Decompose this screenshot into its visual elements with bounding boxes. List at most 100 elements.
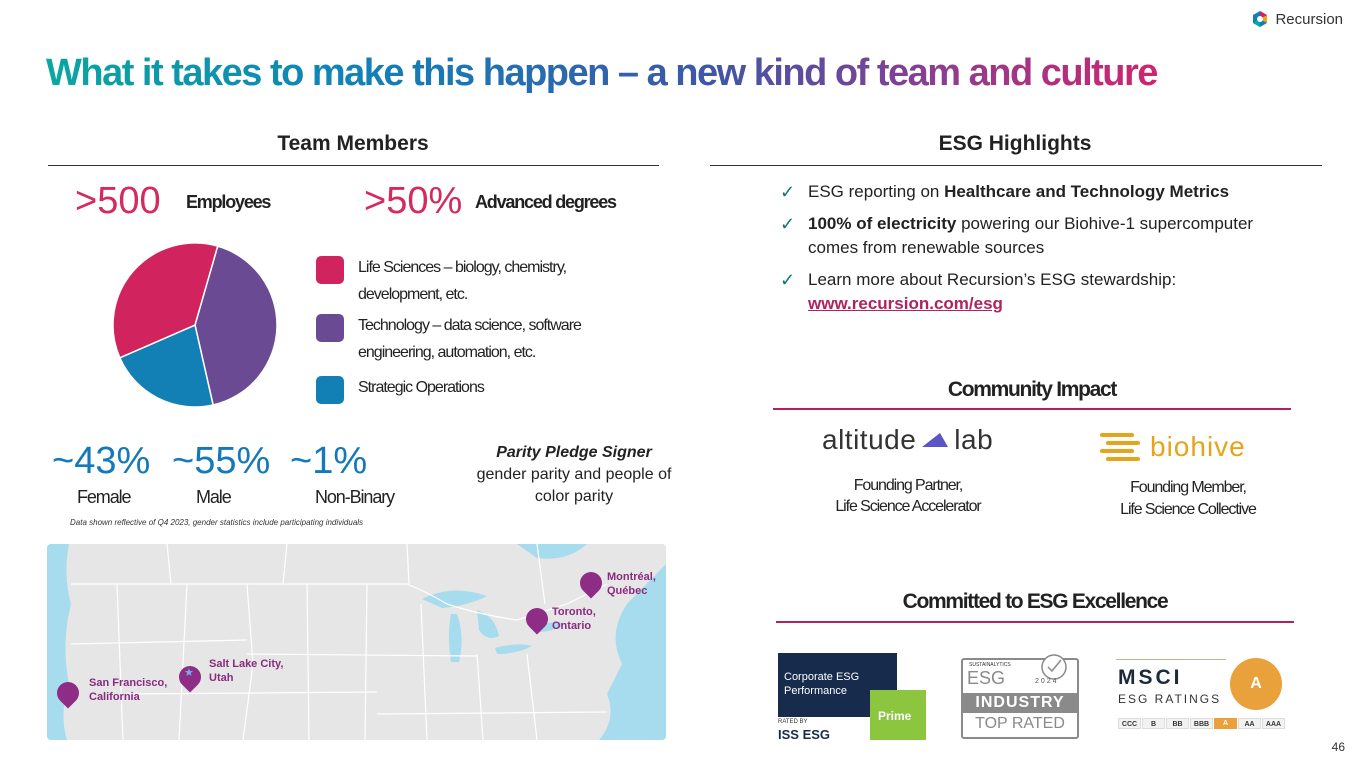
pie-legend: Life Sciences – biology, chemistry, deve… (316, 254, 616, 404)
team-divider (48, 165, 659, 166)
check-icon: ✓ (780, 214, 796, 234)
legend-label: Technology – data science, software engi… (358, 317, 582, 361)
pie-slice-life-sciences (112, 242, 219, 359)
map-graphic (47, 544, 666, 740)
legend-swatch (316, 376, 344, 404)
male-value: ~55% (172, 440, 271, 482)
city-salt-lake: Salt Lake City, Utah (209, 658, 284, 684)
mountain-icon (922, 433, 949, 447)
msci-scale-cell: BB (1166, 718, 1189, 729)
city-toronto: Toronto, Ontario (552, 606, 596, 632)
altitude-word: altitude (822, 424, 917, 455)
sust-year: 2024 (1035, 678, 1059, 685)
msci-scale-cell: CCC (1118, 718, 1141, 729)
bullet-2-bold: 100% of electricity (808, 214, 957, 233)
legend-item-technology: Technology – data science, software engi… (316, 312, 616, 372)
parity-text: gender parity and people of color parity (476, 466, 672, 505)
sust-esg: ESG (967, 668, 1006, 688)
altitude-lab-logo: altitude lab (822, 424, 993, 456)
biohive-word: biohive (1150, 431, 1246, 462)
iss-line-2: Performance (784, 685, 847, 697)
lab-word: lab (954, 424, 994, 455)
msci-rating-circle: A (1230, 658, 1282, 710)
legend-item-strategic-ops: Strategic Operations (316, 374, 616, 404)
biohive-caption-2: Life Science Collective (1120, 501, 1257, 518)
iss-rated-by: RATED BY (778, 719, 808, 725)
msci-top-rule (1116, 659, 1226, 660)
legend-swatch (316, 256, 344, 284)
iss-text: Corporate ESG Performance (784, 670, 859, 698)
community-divider (773, 408, 1291, 410)
altitude-caption-2: Life Science Accelerator (835, 498, 981, 515)
msci-scale-cell: AAA (1262, 718, 1285, 729)
nonbinary-value: ~1% (290, 440, 368, 482)
legend-swatch (316, 314, 344, 342)
esg-highlights-heading: ESG Highlights (938, 132, 1092, 155)
iss-prime-box (870, 690, 926, 740)
employees-value: >500 (75, 180, 161, 222)
bullet-1-text: ESG reporting on (808, 182, 945, 201)
nonbinary-label: Non-Binary (315, 487, 395, 507)
sust-check-circle-icon (1041, 654, 1067, 680)
locations-map: San Francisco, California ★ Salt Lake Ci… (47, 544, 666, 740)
esg-link[interactable]: www.recursion.com/esg (808, 294, 1003, 313)
msci-badge: MSCI ESG RATINGS A CCC B BB BBB A AA AAA (1116, 656, 1288, 734)
team-members-heading: Team Members (277, 132, 429, 155)
sust-top-rated: TOP RATED (975, 715, 1065, 732)
sustainalytics-badge: SUSTAINALYTICS ESG 2024 INDUSTRY TOP RAT… (961, 654, 1079, 739)
esg-bullets: ✓ ESG reporting on Healthcare and Techno… (780, 180, 1300, 316)
legend-label: Strategic Operations (358, 379, 485, 396)
msci-scale: CCC B BB BBB A AA AAA (1118, 718, 1285, 729)
iss-prime: Prime (878, 709, 912, 723)
legend-item-life-sciences: Life Sciences – biology, chemistry, deve… (316, 254, 616, 310)
biohive-logo: biohive (1098, 429, 1246, 465)
bullet-2-text: powering our Biohive-1 supercomputer com… (808, 214, 1254, 257)
community-impact-heading: Community Impact (947, 378, 1118, 401)
iss-line-1: Corporate ESG (784, 671, 860, 683)
recursion-hex-icon (1253, 11, 1268, 27)
altitude-caption-1: Founding Partner, (853, 477, 964, 494)
degrees-value: >50% (364, 180, 463, 222)
page-number: 46 (1331, 740, 1345, 754)
msci-scale-cell: A (1214, 718, 1237, 729)
female-value: ~43% (52, 440, 151, 482)
check-icon: ✓ (780, 270, 796, 290)
data-footnote: Data shown reflective of Q4 2023, gender… (70, 518, 364, 527)
esg-divider (710, 165, 1322, 166)
msci-brand: MSCI (1118, 666, 1183, 689)
sust-top: SUSTAINALYTICS (969, 662, 1011, 668)
biohive-caption-1: Founding Member, (1130, 479, 1247, 496)
biohive-hex-icon (1100, 433, 1140, 461)
page-title: What it takes to make this happen – a ne… (46, 52, 1158, 94)
excellence-divider (776, 621, 1294, 623)
esg-bullet-2: ✓ 100% of electricity powering our Biohi… (780, 212, 1300, 260)
recursion-logo: Recursion (1251, 10, 1343, 28)
legend-label: Life Sciences – biology, chemistry, deve… (358, 259, 567, 303)
team-pie-chart (112, 242, 278, 408)
iss-brand: ISS ESG (778, 727, 831, 742)
male-label: Male (196, 487, 232, 507)
pie-slice-technology (194, 245, 278, 406)
esg-excellence-heading: Committed to ESG Excellence (902, 590, 1169, 613)
check-icon: ✓ (780, 182, 796, 202)
star-icon: ★ (184, 667, 194, 679)
city-montreal: Montréal, Québec (607, 571, 656, 597)
msci-sub: ESG RATINGS (1118, 692, 1222, 706)
altitude-caption: Founding Partner, Life Science Accelerat… (808, 475, 1008, 517)
bullet-1-bold: Healthcare and Technology Metrics (944, 182, 1230, 201)
city-san-francisco: San Francisco, California (89, 677, 168, 703)
msci-scale-cell: BBB (1190, 718, 1213, 729)
parity-title: Parity Pledge Signer (496, 444, 652, 461)
female-label: Female (77, 487, 132, 507)
sust-industry: INDUSTRY (963, 693, 1077, 713)
logo-text: Recursion (1275, 10, 1343, 28)
parity-pledge: Parity Pledge Signer gender parity and p… (466, 442, 682, 508)
msci-scale-cell: B (1142, 718, 1165, 729)
biohive-caption: Founding Member, Life Science Collective (1088, 477, 1288, 521)
degrees-label: Advanced degrees (475, 192, 617, 212)
iss-esg-badge: Corporate ESG Performance Prime RATED BY… (778, 653, 926, 742)
esg-bullet-3: ✓ Learn more about Recursion’s ESG stewa… (780, 268, 1300, 316)
esg-bullet-1: ✓ ESG reporting on Healthcare and Techno… (780, 180, 1300, 204)
employees-label: Employees (186, 192, 271, 212)
msci-scale-cell: AA (1238, 718, 1261, 729)
